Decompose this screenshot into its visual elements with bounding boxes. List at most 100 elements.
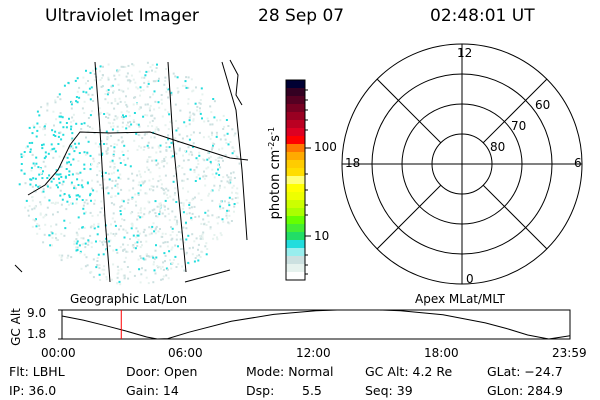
intensity-pixel (98, 162, 101, 164)
intensity-pixel (60, 165, 63, 168)
intensity-pixel (172, 72, 175, 75)
intensity-pixel (133, 139, 136, 142)
intensity-pixel (182, 154, 184, 157)
intensity-pixel (95, 190, 98, 193)
intensity-pixel (107, 91, 110, 94)
intensity-pixel (34, 177, 37, 180)
intensity-pixel (62, 145, 65, 148)
intensity-pixel (119, 210, 122, 212)
intensity-pixel (44, 127, 46, 130)
intensity-pixel (75, 122, 78, 125)
intensity-pixel (117, 83, 120, 86)
intensity-pixel (231, 186, 234, 189)
intensity-pixel (48, 199, 51, 202)
intensity-pixel (130, 74, 133, 77)
intensity-pixel (160, 183, 163, 186)
intensity-pixel (119, 177, 122, 180)
intensity-pixel (54, 150, 57, 153)
intensity-pixel (227, 221, 230, 224)
intensity-pixel (161, 102, 163, 105)
intensity-pixel (129, 238, 131, 240)
colorbar-label-s: s (268, 134, 284, 142)
intensity-pixel (90, 199, 92, 202)
intensity-pixel (182, 211, 185, 214)
intensity-pixel (211, 214, 214, 217)
intensity-pixel (175, 201, 178, 203)
intensity-pixel (198, 110, 201, 113)
intensity-pixel (107, 192, 110, 195)
intensity-pixel (149, 156, 152, 158)
diagonal-meridian (376, 184, 442, 250)
intensity-pixel (122, 200, 125, 203)
intensity-pixel (231, 152, 234, 155)
intensity-pixel (102, 273, 105, 276)
intensity-pixel (195, 166, 198, 169)
intensity-pixel (162, 275, 165, 278)
intensity-pixel (54, 135, 57, 137)
intensity-pixel (133, 96, 135, 99)
intensity-pixel (64, 175, 67, 178)
intensity-pixel (200, 87, 203, 90)
intensity-pixel (125, 124, 128, 127)
intensity-pixel (147, 200, 150, 203)
intensity-pixel (109, 160, 112, 163)
intensity-pixel (38, 227, 41, 230)
intensity-pixel (162, 261, 165, 264)
intensity-pixel (201, 238, 204, 240)
intensity-pixel (151, 125, 154, 128)
intensity-pixel (55, 223, 58, 226)
intensity-pixel (102, 214, 105, 217)
intensity-pixel (89, 211, 92, 214)
intensity-pixel (126, 79, 129, 82)
intensity-pixel (85, 69, 87, 72)
map-line (14, 264, 23, 273)
intensity-pixel (136, 241, 139, 244)
intensity-pixel (110, 195, 113, 198)
intensity-pixel (164, 208, 166, 211)
intensity-pixel (217, 168, 219, 171)
intensity-pixel (114, 98, 117, 100)
intensity-pixel (185, 125, 188, 128)
intensity-pixel (141, 137, 144, 140)
intensity-pixel (185, 150, 188, 153)
intensity-pixel (125, 103, 128, 106)
intensity-pixel (94, 199, 96, 202)
intensity-pixel (121, 141, 124, 144)
intensity-pixel (105, 278, 108, 281)
intensity-pixel (132, 119, 135, 122)
intensity-pixel (119, 162, 122, 164)
intensity-pixel (193, 171, 196, 174)
intensity-pixel (114, 78, 117, 81)
intensity-pixel (74, 142, 77, 145)
intensity-pixel (68, 194, 71, 197)
intensity-pixel (174, 75, 177, 78)
intensity-pixel (174, 244, 177, 247)
intensity-pixel (28, 126, 31, 129)
intensity-pixel (222, 207, 225, 210)
intensity-pixel (156, 63, 158, 66)
intensity-pixel (199, 102, 202, 105)
intensity-pixel (38, 173, 41, 176)
intensity-pixel (67, 81, 70, 84)
intensity-pixel (227, 125, 230, 127)
intensity-pixel (127, 64, 130, 67)
intensity-pixel (158, 106, 161, 109)
intensity-pixel (164, 80, 167, 82)
intensity-pixel (166, 193, 168, 196)
intensity-pixel (43, 233, 46, 236)
intensity-pixel (202, 158, 205, 161)
intensity-pixel (143, 207, 146, 210)
intensity-pixel (87, 93, 90, 96)
intensity-pixel (39, 212, 42, 215)
intensity-pixel (137, 238, 140, 241)
intensity-pixel (29, 178, 32, 181)
intensity-pixel (222, 176, 225, 179)
intensity-pixel (29, 151, 32, 153)
intensity-pixel (123, 207, 126, 210)
intensity-pixel (198, 151, 201, 154)
intensity-pixel (207, 152, 210, 154)
intensity-pixel (64, 156, 67, 158)
intensity-pixel (158, 146, 161, 149)
diagonal-meridian (376, 78, 442, 144)
intensity-pixel (111, 84, 114, 87)
